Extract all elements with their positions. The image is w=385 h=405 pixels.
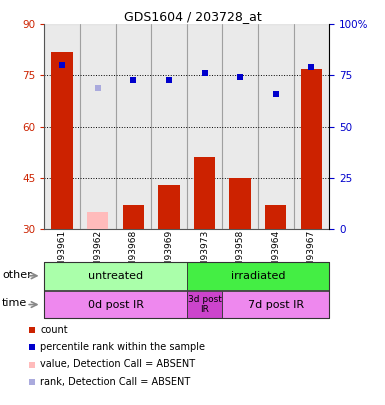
Text: rank, Detection Call = ABSENT: rank, Detection Call = ABSENT [40, 377, 191, 386]
Bar [258, 24, 294, 229]
Bar [51, 51, 73, 229]
Text: value, Detection Call = ABSENT: value, Detection Call = ABSENT [40, 360, 196, 369]
Bar [301, 68, 322, 229]
Bar [229, 178, 251, 229]
Text: 7d post IR: 7d post IR [248, 300, 304, 309]
Bar [223, 24, 258, 229]
Bar [122, 205, 144, 229]
Text: irradiated: irradiated [231, 271, 285, 281]
Bar [151, 24, 187, 229]
Text: time: time [2, 298, 27, 308]
Text: percentile rank within the sample: percentile rank within the sample [40, 343, 206, 352]
Text: untreated: untreated [88, 271, 143, 281]
Bar [44, 24, 80, 229]
Bar [194, 157, 215, 229]
Text: 3d post
IR: 3d post IR [187, 295, 221, 314]
Text: count: count [40, 326, 68, 335]
Bar [116, 24, 151, 229]
Bar [158, 185, 179, 229]
Bar [187, 24, 223, 229]
Text: other: other [2, 270, 32, 279]
Text: GDS1604 / 203728_at: GDS1604 / 203728_at [124, 10, 261, 23]
Bar [87, 212, 109, 229]
Bar [80, 24, 116, 229]
Bar [265, 205, 286, 229]
Bar [293, 24, 329, 229]
Text: 0d post IR: 0d post IR [87, 300, 144, 309]
